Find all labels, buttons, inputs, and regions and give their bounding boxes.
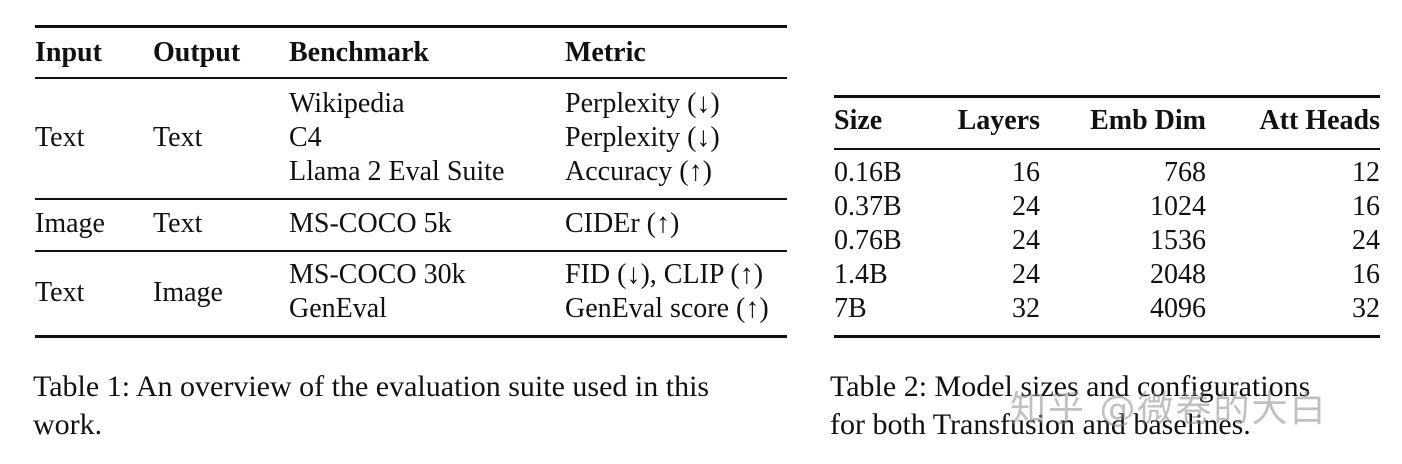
col-header-att-heads: Att Heads — [1259, 105, 1380, 136]
cell-att-heads: 24 — [1352, 225, 1380, 256]
cell-metric: GenEval score (↑) — [565, 293, 769, 324]
cell-benchmark: MS-COCO 30k — [289, 259, 466, 290]
cell-layers: 32 — [1012, 293, 1040, 324]
cell-emb-dim: 768 — [1164, 157, 1206, 188]
cell-emb-dim: 4096 — [1150, 293, 1206, 324]
col-header-emb-dim: Emb Dim — [1090, 105, 1206, 136]
cell-output: Text — [153, 208, 203, 239]
top-rule — [834, 95, 1380, 98]
cell-layers: 24 — [1012, 259, 1040, 290]
cell-metric: FID (↓), CLIP (↑) — [565, 259, 764, 290]
cell-emb-dim: 1536 — [1150, 225, 1206, 256]
bottom-rule — [35, 335, 787, 338]
cell-size: 7B — [834, 293, 867, 324]
col-header-benchmark: Benchmark — [289, 37, 429, 68]
cell-metric: Perplexity (↓) — [565, 122, 720, 153]
top-rule — [35, 25, 787, 28]
cell-emb-dim: 2048 — [1150, 259, 1206, 290]
cell-layers: 24 — [1012, 225, 1040, 256]
cell-benchmark: MS-COCO 5k — [289, 208, 452, 239]
cell-att-heads: 12 — [1352, 157, 1380, 188]
cell-input: Text — [35, 122, 85, 153]
table-2-caption-line1: Table 2: Model sizes and configurations — [830, 370, 1311, 403]
cell-att-heads: 16 — [1352, 259, 1380, 290]
cell-size: 0.76B — [834, 225, 902, 256]
cell-input: Text — [35, 277, 85, 308]
cell-output: Image — [153, 277, 223, 308]
group-rule — [35, 198, 787, 200]
cell-metric: Perplexity (↓) — [565, 88, 720, 119]
cell-output: Text — [153, 122, 203, 153]
col-header-metric: Metric — [565, 37, 646, 68]
cell-metric: CIDEr (↑) — [565, 208, 680, 239]
group-rule — [35, 250, 787, 252]
cell-emb-dim: 1024 — [1150, 191, 1206, 222]
header-rule — [35, 77, 787, 79]
table-1-caption-line2: work. — [33, 408, 103, 441]
cell-input: Image — [35, 208, 105, 239]
col-header-input: Input — [35, 37, 102, 68]
cell-size: 0.37B — [834, 191, 902, 222]
cell-att-heads: 32 — [1352, 293, 1380, 324]
cell-layers: 24 — [1012, 191, 1040, 222]
col-header-size: Size — [834, 105, 883, 136]
cell-att-heads: 16 — [1352, 191, 1380, 222]
cell-benchmark: GenEval — [289, 293, 387, 324]
col-header-output: Output — [153, 37, 241, 68]
cell-benchmark: Wikipedia — [289, 88, 405, 119]
bottom-rule — [834, 335, 1380, 338]
watermark: 知乎 @微卷的大白 — [1010, 389, 1328, 430]
cell-metric: Accuracy (↑) — [565, 156, 712, 187]
cell-benchmark: Llama 2 Eval Suite — [289, 156, 505, 187]
cell-layers: 16 — [1012, 157, 1040, 188]
cell-size: 0.16B — [834, 157, 902, 188]
cell-benchmark: C4 — [289, 122, 322, 153]
col-header-layers: Layers — [957, 105, 1040, 136]
cell-size: 1.4B — [834, 259, 888, 290]
table-1-caption-line1: Table 1: An overview of the evaluation s… — [33, 370, 710, 403]
table-2-caption-line2: for both Transfusion and baselines. — [830, 408, 1251, 441]
header-rule — [834, 148, 1380, 150]
